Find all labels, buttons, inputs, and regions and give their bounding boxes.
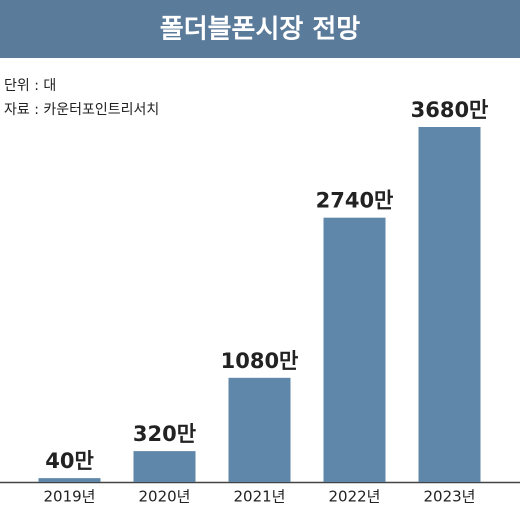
source-note: 자료 : 카운터포인트리서치 bbox=[4, 102, 159, 118]
bar bbox=[38, 478, 101, 482]
value-label: 1080만 bbox=[221, 349, 299, 373]
value-label: 40만 bbox=[45, 449, 94, 473]
value-label: 3680만 bbox=[411, 98, 489, 122]
x-tick-label: 2023년 bbox=[424, 488, 476, 506]
unit-note: 단위 : 대 bbox=[4, 78, 56, 94]
value-label: 2740만 bbox=[316, 189, 394, 213]
bar bbox=[133, 451, 196, 482]
x-tick-label: 2021년 bbox=[234, 488, 286, 506]
bar bbox=[418, 127, 481, 482]
title-banner bbox=[0, 0, 520, 58]
x-tick-label: 2022년 bbox=[329, 488, 381, 506]
x-tick-label: 2019년 bbox=[44, 488, 96, 506]
bar bbox=[228, 377, 291, 482]
x-tick-label: 2020년 bbox=[139, 488, 191, 506]
value-label: 320만 bbox=[133, 422, 196, 446]
bar bbox=[323, 217, 386, 482]
chart-title: 폴더블폰시장 전망 bbox=[160, 15, 360, 45]
